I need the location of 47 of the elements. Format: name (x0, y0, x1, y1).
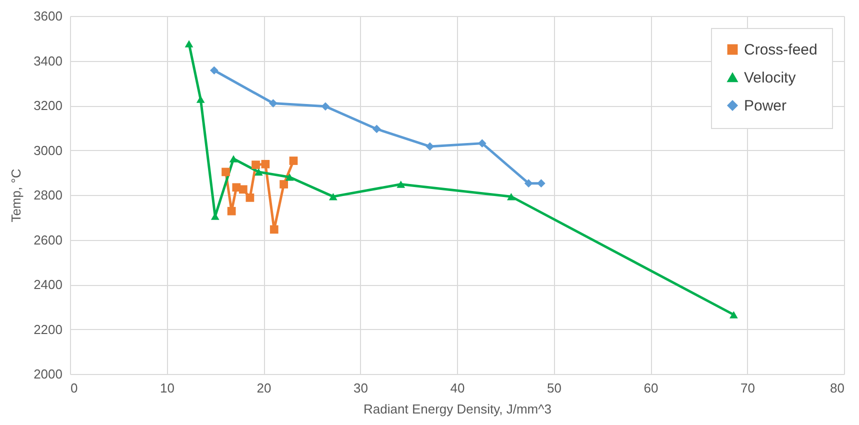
point (506, 192, 516, 200)
point (261, 160, 270, 168)
y-tick-label: 2600 (34, 232, 62, 248)
y-tick-label: 3000 (34, 142, 62, 158)
point (289, 156, 298, 165)
point (252, 160, 260, 169)
point (246, 194, 254, 202)
point (184, 40, 194, 48)
x-tick-label: 0 (70, 380, 78, 396)
legend-label: Cross-feed (744, 42, 818, 58)
x-tick-label: 30 (354, 380, 368, 396)
x-tick-label: 40 (450, 380, 465, 396)
y-tick-label: 3200 (34, 98, 62, 113)
point (524, 179, 533, 188)
point (372, 124, 381, 134)
x-tick-label: 50 (547, 380, 562, 396)
point (478, 139, 486, 148)
point (321, 102, 330, 111)
point (210, 66, 218, 75)
point (254, 168, 263, 176)
point (328, 192, 338, 200)
y-tick-label: 2800 (34, 188, 62, 202)
point (396, 180, 406, 188)
point (280, 180, 288, 188)
y-axis-title: Temp, °C (8, 168, 24, 222)
point (229, 155, 238, 162)
y-tick-label: 2200 (34, 322, 62, 337)
legend-label: Velocity (744, 70, 796, 86)
y-tick-label: 3400 (34, 53, 62, 68)
y-tick-label: 2400 (34, 277, 62, 292)
point (285, 173, 294, 181)
x-tick-label: 20 (256, 380, 272, 396)
legend-label: Power (744, 98, 787, 114)
point (268, 99, 278, 108)
point (222, 168, 230, 176)
x-tick-label: 80 (830, 380, 844, 396)
point (196, 96, 205, 103)
point (270, 225, 278, 234)
x-tick-label: 60 (644, 380, 658, 396)
point (227, 206, 236, 216)
point (239, 185, 248, 194)
y-tick-label: 2000 (34, 366, 62, 382)
x-tick-label: 70 (740, 380, 755, 396)
x-tick-label: 10 (160, 380, 174, 396)
point (730, 311, 738, 318)
x-axis-title: Radiant Energy Density, J/mm^3 (364, 402, 552, 416)
y-tick-label: 3600 (34, 8, 62, 24)
